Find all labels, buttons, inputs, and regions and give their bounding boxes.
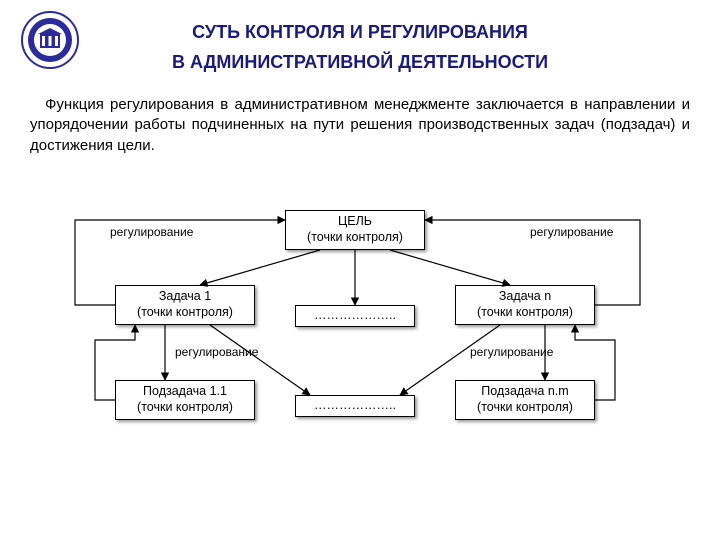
title-line2: В АДМИНИСТРАТИВНОЙ ДЕЯТЕЛЬНОСТИ — [0, 52, 720, 73]
box-task1: Задача 1(точки контроля) — [115, 285, 255, 325]
label-reg-top-right: регулирование — [530, 225, 613, 239]
box-sub1: Подзадача 1.1(точки контроля) — [115, 380, 255, 420]
label-reg-top-left: регулирование — [110, 225, 193, 239]
box-dots-mid: ……………….. — [295, 305, 415, 327]
title-line1: СУТЬ КОНТРОЛЯ И РЕГУЛИРОВАНИЯ — [0, 22, 720, 43]
diagram-arrows — [0, 0, 720, 540]
label-reg-mid-right: регулирование — [470, 345, 553, 359]
box-goal: ЦЕЛЬ(точки контроля) — [285, 210, 425, 250]
intro-paragraph: Функция регулирования в административном… — [30, 95, 690, 156]
label-reg-mid-left: регулирование — [175, 345, 258, 359]
box-subn: Подзадача n.m(точки контроля) — [455, 380, 595, 420]
box-taskn: Задача n(точки контроля) — [455, 285, 595, 325]
box-dots-bot: ……………….. — [295, 395, 415, 417]
